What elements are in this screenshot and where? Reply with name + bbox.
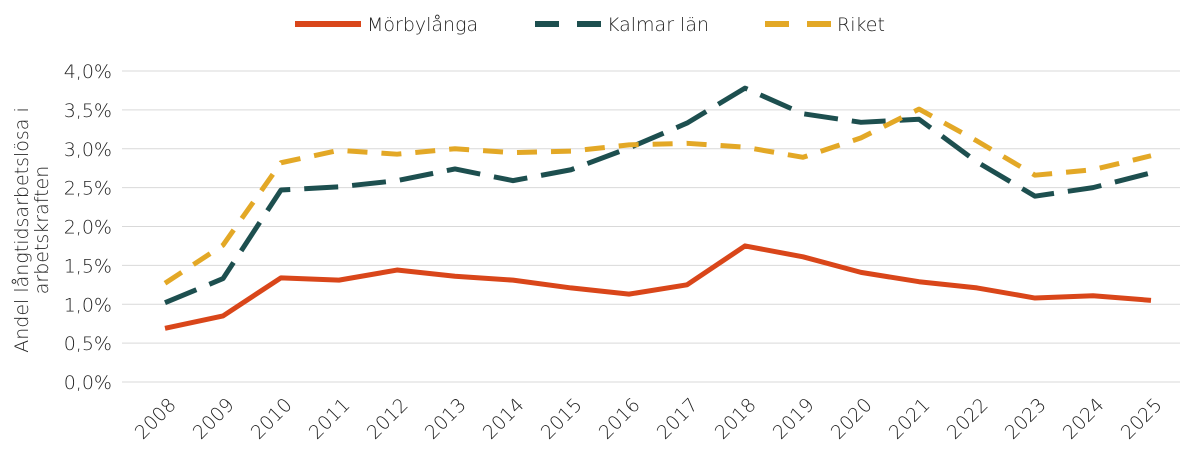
x-tick-label: 2015 xyxy=(537,394,587,444)
x-tick-label: 2014 xyxy=(479,394,529,444)
x-tick-label: 2025 xyxy=(1117,394,1167,444)
x-tick-label: 2013 xyxy=(421,394,471,444)
x-tick-label: 2011 xyxy=(305,394,355,444)
x-tick-label: 2017 xyxy=(653,394,703,444)
y-tick-label: 2,0% xyxy=(64,217,112,239)
x-tick-label: 2024 xyxy=(1059,394,1109,444)
x-tick-label: 2010 xyxy=(247,394,297,444)
series-line xyxy=(164,243,1152,331)
x-tick-label: 2019 xyxy=(769,394,819,444)
x-tick-label: 2009 xyxy=(189,394,239,444)
x-tick-label: 2020 xyxy=(827,394,877,444)
y-tick-label: 1,5% xyxy=(64,255,112,277)
y-tick-label: 2,5% xyxy=(64,178,112,200)
y-axis-label: arbetskraften xyxy=(31,166,53,295)
legend-label: Kalmar län xyxy=(607,14,709,36)
series-line xyxy=(163,106,1152,286)
y-tick-label: 3,5% xyxy=(64,100,112,122)
x-tick-label: 2022 xyxy=(943,394,993,444)
x-tick-label: 2012 xyxy=(363,394,413,444)
x-tick-label: 2021 xyxy=(885,394,935,444)
series-line xyxy=(164,85,1152,306)
x-tick-label: 2023 xyxy=(1001,394,1051,444)
x-tick-label: 2018 xyxy=(711,394,761,444)
legend-label: Riket xyxy=(837,14,885,36)
x-tick-label: 2016 xyxy=(595,394,645,444)
y-tick-label: 0,0% xyxy=(64,372,112,394)
y-axis-label: Andel långtidsarbetslösa i xyxy=(11,107,33,352)
y-tick-label: 1,0% xyxy=(64,294,112,316)
y-tick-label: 3,0% xyxy=(64,139,112,161)
y-tick-label: 4,0% xyxy=(64,61,112,83)
y-tick-label: 0,5% xyxy=(64,333,112,355)
legend-label: Mörbylånga xyxy=(367,14,478,36)
x-tick-label: 2008 xyxy=(131,394,181,444)
